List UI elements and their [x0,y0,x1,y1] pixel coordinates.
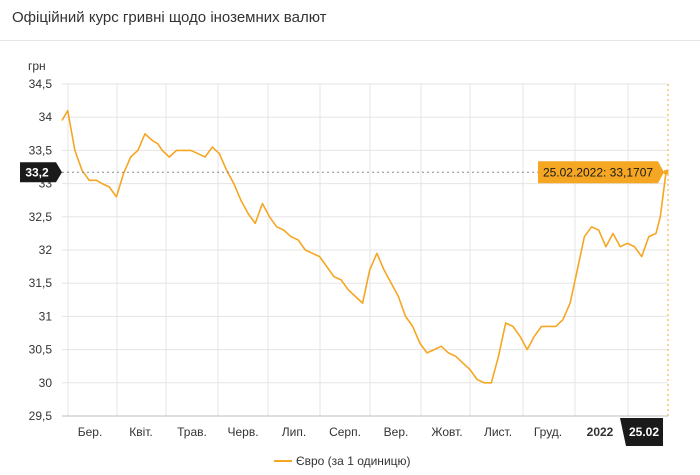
y-tick-label: 31,5 [29,276,53,290]
x-tick-label: Груд. [534,425,562,439]
x-tick-label: Вер. [384,425,409,439]
x-tick-label: Трав. [177,425,207,439]
x-tick-label: Серп. [329,425,361,439]
x-value-label: 25.02 [629,425,659,439]
y-tick-label: 34 [39,110,53,124]
page-title: Офіційний курс гривні щодо іноземних вал… [12,9,327,26]
chart-legend[interactable]: Євро (за 1 одиницю) [274,454,411,468]
highlight-point [663,169,669,175]
legend-label[interactable]: Євро (за 1 одиницю) [296,454,411,468]
series-layer [61,109,667,384]
x-tick-label: Лип. [282,425,306,439]
series-line-euro [61,109,667,384]
y-tick-label: 29,5 [29,409,53,423]
y-tick-label: 30,5 [29,343,53,357]
y-value-badge [20,162,62,183]
page-header: Офіційний курс гривні щодо іноземних вал… [0,0,700,41]
tooltip-box [538,161,664,184]
y-tick-label: 34,5 [29,77,53,91]
y-tick-label: 30 [39,376,53,390]
x-value-badge [620,418,663,446]
x-tick-label: Бер. [78,425,103,439]
x-tick-label: Жовт. [431,425,462,439]
chart-grid [62,83,669,417]
y-tick-label: 32 [39,243,53,257]
x-tick-label: Черв. [227,425,258,439]
y-tick-label: 32,5 [29,210,53,224]
y-tick-label: 33,5 [29,143,53,157]
y-value-label: 33,2 [25,165,49,179]
tooltip-text: 25.02.2022: 33,1707 [543,165,653,179]
y-tick-label: 31 [39,309,53,323]
x-axis-ticks: Бер. Квіт. Трав. Черв. Лип. Серп. Вер. Жовт. Лис… [78,425,614,439]
x-tick-label: Квіт. [129,425,153,439]
y-axis-label: грн [28,59,46,73]
x-tick-label: 2022 [587,425,614,439]
x-tick-label: Лист. [484,425,512,439]
highlight-layer: 33,2 25.02.2022: 33,1707 25.02 [20,161,669,446]
